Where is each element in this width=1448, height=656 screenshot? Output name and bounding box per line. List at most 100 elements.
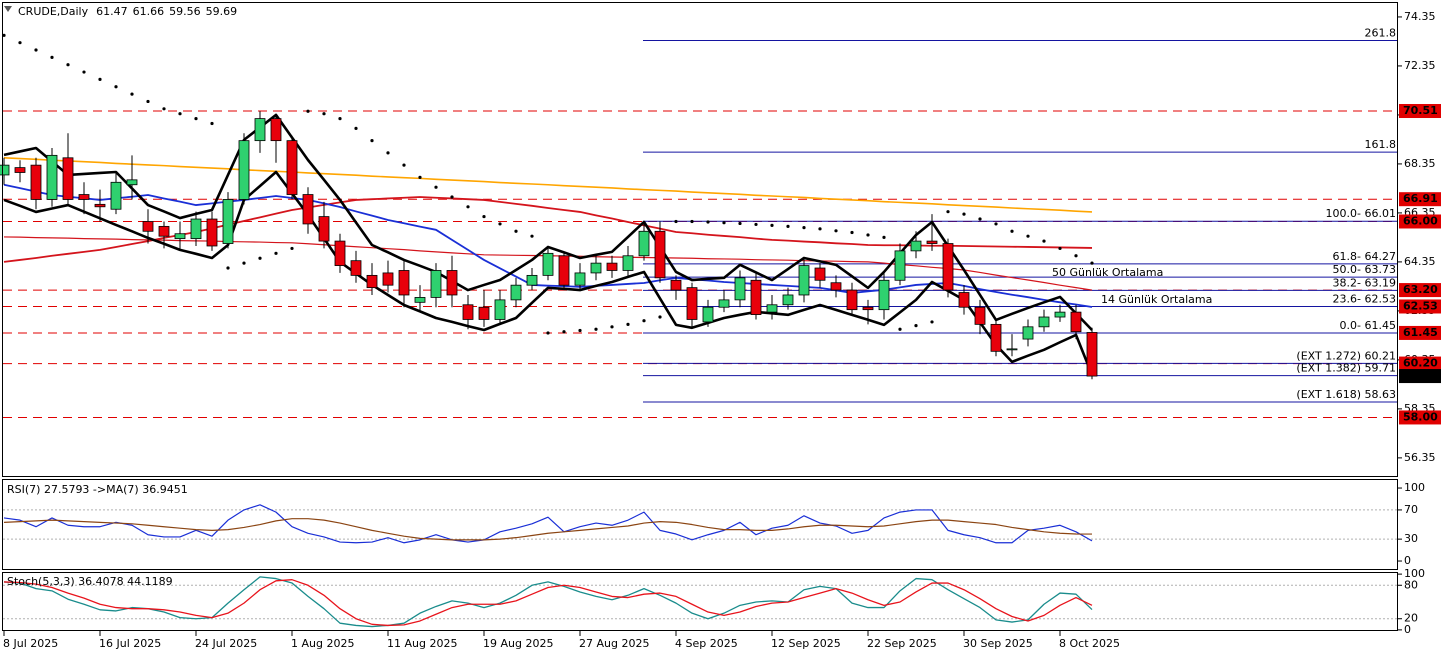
sar-dot — [914, 323, 918, 328]
sar-dot — [258, 256, 262, 260]
candle-body — [1054, 311, 1066, 318]
candle-body — [126, 179, 138, 186]
candle-body — [382, 272, 394, 286]
indicator-line — [3, 183, 1093, 308]
fib-label: 50.0- 63.73 — [1333, 263, 1396, 276]
last-open: 61.47 — [96, 5, 128, 18]
chart-title: CRUDE,Daily 61.47 61.66 59.56 59.69 — [18, 5, 237, 18]
candle-body — [446, 270, 458, 296]
y-tick-label: 70 — [1404, 503, 1418, 516]
candle-body — [558, 255, 570, 286]
sar-dot — [818, 227, 822, 231]
y-tick-label: 64.35 — [1404, 255, 1436, 268]
sar-dot — [386, 151, 390, 155]
candle-body — [1070, 311, 1082, 333]
annotation: 50 Günlük Ortalama — [1052, 266, 1163, 279]
sar-dot — [290, 246, 294, 251]
price-badge — [1399, 369, 1441, 384]
sar-dot — [162, 107, 166, 111]
sar-dot — [194, 117, 198, 121]
sar-dot — [1042, 239, 1046, 243]
fib-label: (EXT 1.272) 60.21 — [1296, 349, 1396, 362]
x-tick-label: 22 Sep 2025 — [867, 637, 937, 650]
indicator-line — [3, 170, 1094, 376]
x-tick-label: 8 Oct 2025 — [1059, 637, 1120, 650]
sar-dot — [274, 251, 278, 255]
fib-label: (EXT 1.382) 59.71 — [1296, 362, 1396, 375]
sar-dot — [498, 222, 502, 226]
level-badge-label: 58.00 — [1403, 410, 1438, 423]
candle-body — [526, 274, 538, 286]
sar-dot — [786, 224, 790, 228]
candle-body — [670, 279, 682, 291]
candle-body — [430, 270, 442, 298]
sar-dot — [338, 117, 342, 121]
sar-dot — [34, 48, 38, 52]
candle-body — [574, 272, 586, 286]
sar-dot — [594, 327, 598, 331]
x-tick-label: 30 Sep 2025 — [963, 637, 1033, 650]
candle-body — [190, 218, 202, 240]
sar-dot — [898, 327, 902, 331]
x-tick-label: 27 Aug 2025 — [579, 637, 649, 650]
level-badge — [1399, 325, 1441, 340]
candle-body — [846, 289, 858, 311]
sar-dot — [658, 315, 662, 319]
sar-dot — [562, 330, 566, 334]
level-badge — [1399, 104, 1441, 119]
level-badge — [1399, 192, 1441, 207]
sar-dot — [1074, 254, 1078, 258]
candle-body — [974, 306, 986, 325]
candle-body — [30, 164, 42, 200]
candle-body — [462, 304, 474, 320]
candle-body — [14, 167, 26, 173]
candle-body — [590, 262, 602, 274]
axis-layer: 74.3572.3570.3568.3566.3564.3562.3560.35… — [3, 10, 1441, 650]
level-badge — [1399, 299, 1441, 314]
symbol-icon — [4, 6, 12, 12]
indicator-line — [3, 576, 1093, 628]
sar-dot — [626, 322, 630, 326]
sar-dot — [402, 163, 406, 167]
x-tick-label: 8 Jul 2025 — [3, 637, 58, 650]
sar-dot — [178, 112, 182, 116]
candle-body — [254, 118, 266, 142]
rsi-title: RSI(7) 27.5793 ->MA(7) 36.9451 — [7, 483, 188, 496]
sar-dot — [466, 205, 470, 209]
price-badge-label: 59.69 — [1403, 369, 1438, 382]
sar-dot — [850, 230, 854, 235]
x-tick-label: 4 Sep 2025 — [675, 637, 738, 650]
candle-body — [734, 277, 746, 301]
candle-body — [878, 279, 890, 311]
sar-dot — [210, 121, 214, 126]
candle-body — [686, 287, 698, 320]
y-tick-label: 0 — [1404, 623, 1411, 636]
y-tick-label: 0 — [1404, 554, 1411, 567]
candle-body — [830, 282, 842, 291]
level-badge — [1399, 410, 1441, 425]
sar-dot — [706, 220, 710, 224]
fib-label: 0.0- 61.45 — [1340, 319, 1396, 332]
candle-body — [990, 323, 1002, 352]
price-panel-frame — [2, 2, 1398, 477]
candle-body — [926, 240, 938, 244]
candle-body — [1038, 316, 1050, 328]
sar-dot — [450, 195, 454, 199]
candle-body — [798, 265, 810, 296]
candle-body — [158, 225, 170, 237]
candle-body — [94, 203, 106, 208]
fib-label: 261.8 — [1365, 26, 1397, 39]
fib-label: 100.0- 66.01 — [1326, 207, 1396, 220]
candle-body — [542, 252, 554, 276]
candle-body — [782, 294, 794, 306]
rsi-panel-frame — [2, 479, 1398, 570]
y-tick-label: 80 — [1404, 578, 1418, 591]
candle-body — [110, 181, 122, 210]
fib-label: 161.8 — [1365, 138, 1397, 151]
candle-body — [62, 157, 74, 200]
sar-dot — [882, 235, 886, 240]
candle-body — [414, 297, 426, 303]
candle-body — [894, 250, 906, 281]
